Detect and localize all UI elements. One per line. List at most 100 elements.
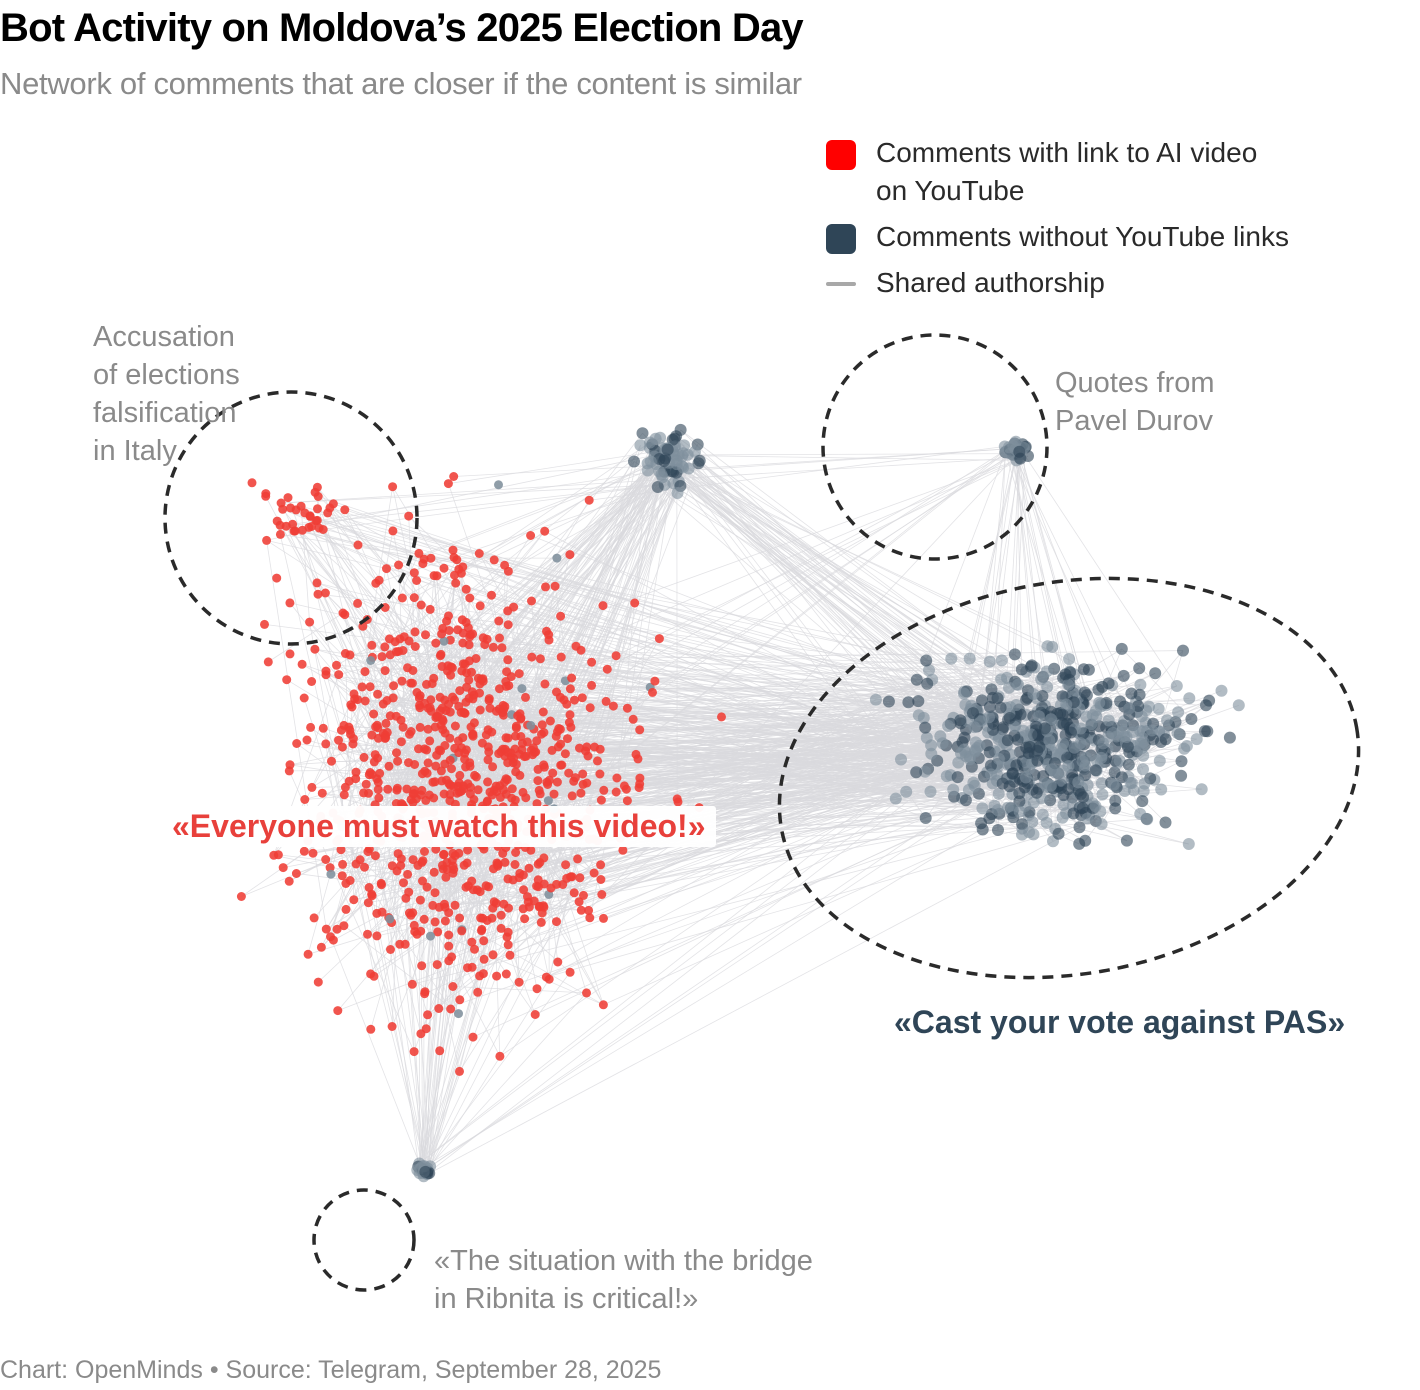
- node-ai-video-comment: [532, 799, 542, 809]
- node-ai-video-comment: [541, 972, 551, 982]
- node-ai-video-comment: [654, 634, 664, 644]
- node-ai-video-comment: [291, 869, 301, 878]
- node-ai-video-comment: [304, 522, 314, 532]
- edge-shared-authorship: [1020, 454, 1092, 725]
- node-no-youtube-comment: [919, 765, 932, 778]
- node-ai-video-comment: [409, 1047, 419, 1057]
- node-ai-video-comment: [433, 927, 443, 937]
- node-ai-video-comment: [334, 670, 344, 680]
- legend-item-shared-authorship[interactable]: Shared authorship: [826, 264, 1289, 302]
- edge-shared-authorship: [664, 471, 1052, 720]
- node-ai-video-comment: [432, 960, 442, 970]
- node-ai-video-comment: [517, 745, 527, 755]
- edge-shared-authorship: [661, 453, 1018, 456]
- node-no-youtube-comment: [1073, 837, 1086, 850]
- node-ai-video-comment: [448, 545, 458, 555]
- node-ai-video-comment: [447, 764, 456, 774]
- node-ai-video-comment: [363, 847, 373, 857]
- node-ai-video-comment: [562, 873, 572, 883]
- edge-shared-authorship: [510, 454, 679, 754]
- edge-shared-authorship: [474, 600, 532, 724]
- node-ai-video-comment: [497, 643, 507, 653]
- node-no-youtube-comment: [1068, 741, 1081, 754]
- node-ai-video-comment: [635, 725, 645, 735]
- node-ai-video-comment: [458, 562, 468, 572]
- node-no-youtube-comment: [1203, 694, 1216, 707]
- node-no-youtube-comment: [1117, 669, 1130, 682]
- node-ai-video-comment: [547, 745, 557, 755]
- node-ai-video-comment: [345, 650, 355, 660]
- node-ai-video-comment: [297, 659, 307, 669]
- node-ai-video-comment: [336, 725, 346, 735]
- edge-shared-authorship: [471, 750, 1000, 809]
- node-ai-video-comment: [461, 762, 471, 772]
- node-ai-video-comment: [310, 487, 320, 497]
- node-ai-video-comment: [367, 891, 377, 901]
- node-ai-video-comment: [565, 710, 575, 720]
- node-ai-video-comment: [382, 696, 392, 705]
- node-ai-video-comment: [339, 790, 349, 800]
- node-ai-video-comment: [473, 987, 483, 997]
- node-no-youtube-comment: [1025, 659, 1038, 672]
- node-ai-video-comment: [596, 795, 606, 805]
- node-no-youtube-comment: [1073, 821, 1086, 834]
- node-ai-video-comment: [450, 721, 460, 731]
- node-ai-video-comment: [383, 784, 393, 794]
- node-ai-video-comment: [299, 846, 309, 856]
- edge-shared-authorship: [503, 708, 990, 718]
- node-ai-video-comment: [425, 736, 435, 746]
- node-ai-video-comment: [561, 860, 571, 870]
- node-ai-video-comment: [424, 790, 434, 800]
- node-ai-video-comment: [552, 777, 562, 787]
- node-ai-video-comment: [569, 776, 579, 786]
- node-no-youtube-comment: [983, 700, 996, 713]
- node-ai-video-comment: [482, 634, 492, 644]
- node-ai-video-comment: [341, 904, 351, 914]
- node-ai-video-comment: [455, 770, 465, 780]
- node-ai-video-comment: [332, 924, 342, 934]
- node-no-youtube-comment: [917, 711, 930, 724]
- node-ai-video-comment: [338, 859, 348, 869]
- node-ai-video-comment: [275, 529, 285, 539]
- node-ai-video-comment: [496, 923, 506, 933]
- node-no-youtube-comment: [1057, 718, 1070, 731]
- node-ai-video-comment: [364, 883, 374, 892]
- node-ai-video-comment: [533, 776, 543, 786]
- node-ai-video-comment: [303, 949, 313, 959]
- node-no-youtube-comment: [1215, 684, 1228, 697]
- node-no-youtube-comment: [1109, 802, 1122, 815]
- node-ai-video-comment: [505, 950, 515, 960]
- node-ai-video-comment: [385, 650, 395, 660]
- node-ai-video-comment: [285, 649, 295, 659]
- edge-shared-authorship: [412, 462, 670, 671]
- node-ai-video-comment: [450, 900, 460, 910]
- node-ai-video-comment: [538, 707, 548, 717]
- node-ai-video-comment: [392, 785, 402, 795]
- node-ai-video-comment: [420, 989, 430, 999]
- node-no-youtube-comment: [1055, 742, 1068, 755]
- legend-item-no-youtube[interactable]: Comments without YouTube links: [826, 218, 1289, 256]
- node-ai-video-comment: [601, 696, 611, 706]
- node-ai-video-comment: [582, 988, 591, 998]
- node-no-youtube-comment: [1121, 740, 1134, 753]
- edge-shared-authorship: [309, 622, 375, 977]
- node-no-youtube-comment: [983, 711, 995, 724]
- node-no-youtube-comment: [1067, 807, 1080, 820]
- node-no-youtube-comment: [921, 677, 934, 690]
- node-ai-video-comment: [435, 692, 445, 702]
- node-ai-video-comment: [321, 924, 331, 934]
- legend-item-ai-video[interactable]: Comments with link to AI video on YouTub…: [826, 134, 1289, 210]
- edge-shared-authorship: [463, 469, 679, 665]
- node-ai-video-comment: [452, 555, 462, 565]
- node-ai-video-comment: [448, 692, 458, 702]
- node-ai-video-comment: [460, 748, 470, 758]
- node-ai-video-comment: [430, 917, 440, 927]
- node-ai-video-comment: [373, 785, 383, 794]
- node-no-youtube-comment: [1036, 690, 1049, 702]
- node-ai-video-comment: [431, 713, 441, 723]
- node-ai-video-comment: [417, 785, 427, 795]
- node-ai-video-comment: [573, 854, 583, 864]
- edge-shared-authorship: [323, 482, 674, 530]
- node-ai-video-comment: [485, 787, 495, 797]
- node-no-youtube-comment: [1124, 777, 1137, 789]
